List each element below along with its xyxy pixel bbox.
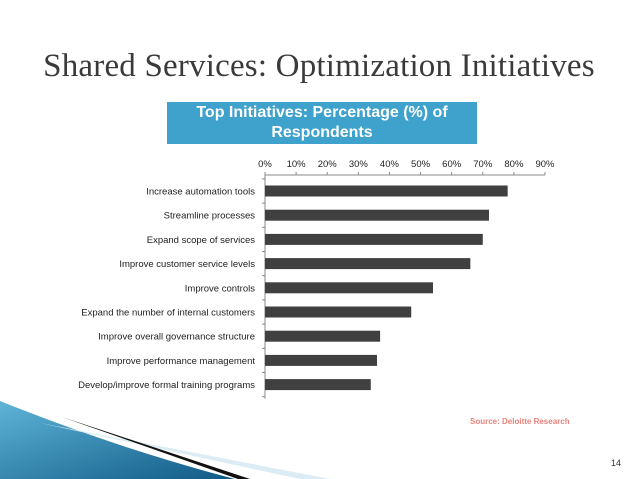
- x-tick-label: 80%: [504, 159, 524, 170]
- page-number: 14: [611, 458, 622, 468]
- bar-chart: 0% 10% 20% 30% 40% 50% 60% 70% 80% 90% Increase au…: [78, 159, 555, 399]
- chart-title: Top Initiatives: Percentage (%) of Respo…: [196, 104, 448, 141]
- category-label: Develop/improve formal training programs: [78, 380, 255, 391]
- category-label: Expand scope of services: [147, 235, 256, 246]
- decorative-light-stripe: [40, 423, 330, 479]
- x-tick-label: 10%: [287, 159, 307, 170]
- bar: [265, 330, 381, 342]
- chart-title-background: [167, 102, 477, 144]
- bar: [265, 354, 377, 366]
- x-tick-label: 0%: [258, 159, 272, 170]
- category-label: Improve performance management: [107, 356, 256, 367]
- decorative-swoosh: [0, 401, 330, 479]
- bar: [265, 258, 471, 270]
- source-note: Source: Deloitte Research: [470, 417, 570, 426]
- x-tick-label: 50%: [411, 159, 431, 170]
- chart-title-box: Top Initiatives: Percentage (%) of Respo…: [167, 102, 477, 144]
- x-tick-label: 70%: [473, 159, 493, 170]
- slide-title: Shared Services: Optimization Initiative…: [43, 48, 595, 84]
- category-label: Improve overall governance structure: [98, 332, 255, 343]
- bar: [265, 282, 433, 294]
- decorative-black-wedge: [62, 417, 250, 479]
- category-label: Improve customer service levels: [119, 259, 255, 270]
- decorative-blue-wedge: [0, 401, 235, 479]
- x-tick-label: 20%: [318, 159, 338, 170]
- bar: [265, 209, 489, 221]
- category-label: Streamline processes: [164, 211, 256, 222]
- category-label: Increase automation tools: [146, 187, 255, 198]
- x-tick-label: 40%: [380, 159, 400, 170]
- bar: [265, 185, 508, 197]
- category-label: Improve controls: [185, 283, 255, 294]
- category-label: Expand the number of internal customers: [81, 308, 255, 319]
- bar: [265, 379, 371, 391]
- bar: [265, 306, 412, 318]
- bar: [265, 233, 483, 245]
- x-tick-label: 30%: [349, 159, 369, 170]
- x-tick-label: 90%: [535, 159, 555, 170]
- x-tick-label: 60%: [442, 159, 462, 170]
